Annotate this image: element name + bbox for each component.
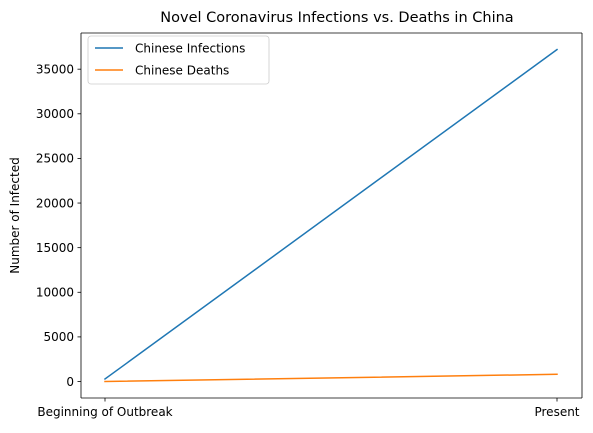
y-tick-label: 35000 bbox=[36, 62, 74, 76]
y-tick-label: 25000 bbox=[36, 152, 74, 166]
y-tick-label: 5000 bbox=[43, 330, 74, 344]
y-tick-label: 15000 bbox=[36, 241, 74, 255]
x-axis-ticks: Beginning of Outbreak Present bbox=[37, 398, 580, 419]
y-tick-label: 0 bbox=[66, 375, 74, 389]
y-axis-label: Number of Infected bbox=[8, 157, 22, 273]
chart-title: Novel Coronavirus Infections vs. Deaths … bbox=[160, 10, 513, 26]
legend-label: Chinese Deaths bbox=[135, 63, 229, 77]
y-tick-label: 30000 bbox=[36, 107, 74, 121]
y-tick-label: 10000 bbox=[36, 286, 74, 300]
series-line-chinese-deaths bbox=[104, 373, 558, 383]
legend-label: Chinese Infections bbox=[135, 41, 245, 55]
y-axis-ticks: 0 5000 10000 15000 20000 25000 30000 35000 bbox=[36, 62, 81, 389]
x-tick-label: Beginning of Outbreak bbox=[37, 405, 172, 419]
axes-frame bbox=[80, 32, 583, 399]
series-lines bbox=[103, 48, 559, 383]
x-tick-label: Present bbox=[534, 405, 579, 419]
legend: Chinese Infections Chinese Deaths bbox=[87, 35, 270, 85]
legend-box bbox=[87, 35, 270, 85]
series-line-chinese-infections bbox=[103, 48, 559, 381]
y-tick-label: 20000 bbox=[36, 196, 74, 210]
